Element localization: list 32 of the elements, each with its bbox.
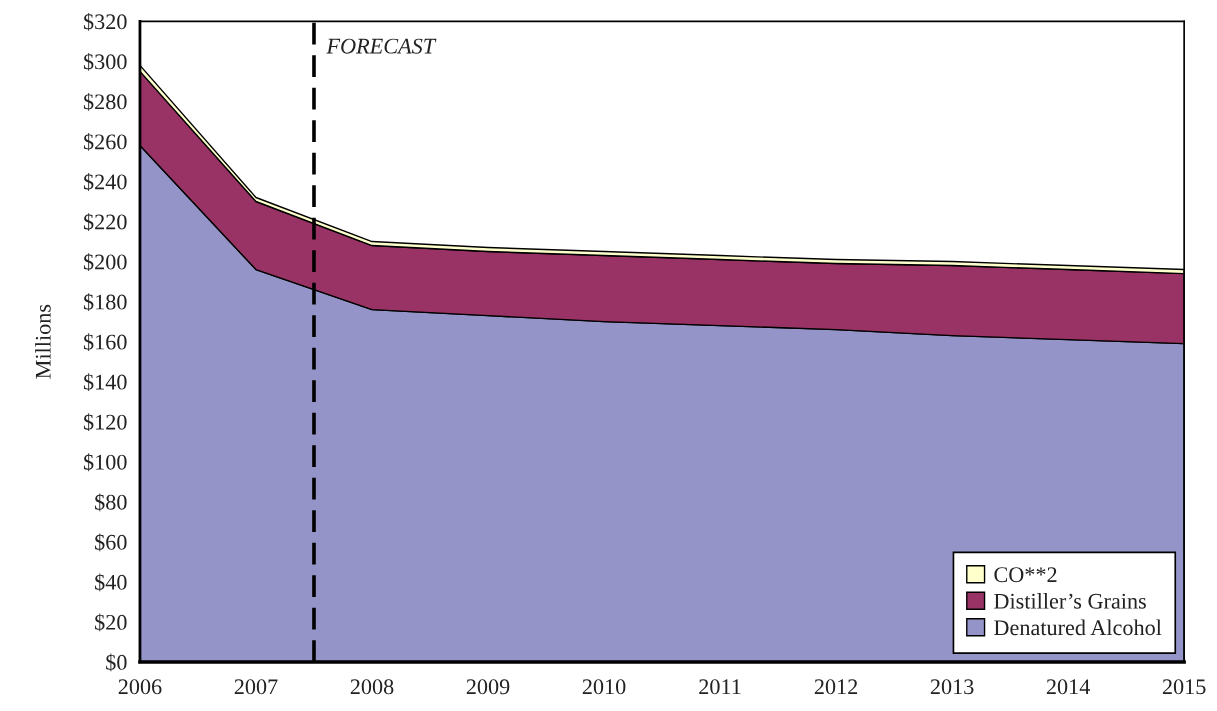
y-tick-label: $300 bbox=[83, 52, 127, 71]
x-tick-label: 2012 bbox=[814, 679, 858, 695]
y-tick-label: $160 bbox=[83, 333, 127, 352]
x-tick-label: 2011 bbox=[699, 679, 741, 695]
x-tick-label: 2013 bbox=[930, 679, 974, 695]
x-tick-label: 2007 bbox=[234, 679, 278, 695]
y-axis-title: Millions bbox=[35, 304, 51, 379]
legend-label: Denatured Alcohol bbox=[994, 619, 1162, 636]
y-tick-label: $80 bbox=[95, 493, 127, 512]
legend-label: Distiller’s Grains bbox=[994, 593, 1146, 609]
y-tick-label: $40 bbox=[95, 573, 127, 592]
y-tick-label: $200 bbox=[83, 253, 127, 271]
y-tick-label: $180 bbox=[83, 293, 127, 311]
y-tick-label: $280 bbox=[83, 93, 127, 111]
y-tick-label: $320 bbox=[83, 12, 127, 31]
y-tick-label: $240 bbox=[83, 173, 127, 191]
y-tick-label: $100 bbox=[83, 453, 127, 472]
y-tick-label: $260 bbox=[83, 133, 127, 151]
x-tick-label: 2010 bbox=[582, 679, 626, 695]
y-tick-label: $140 bbox=[83, 373, 127, 392]
x-tick-label: 2009 bbox=[466, 679, 510, 695]
x-tick-label: 2008 bbox=[350, 679, 394, 695]
legend-label: CO**2 bbox=[994, 567, 1057, 583]
ref-line-label: FORECAST bbox=[326, 38, 437, 54]
x-tick-label: 2014 bbox=[1046, 679, 1090, 695]
y-tick-label: $0 bbox=[106, 653, 127, 672]
y-tick-label: $20 bbox=[95, 613, 127, 632]
x-tick-label: 2006 bbox=[118, 679, 162, 695]
y-tick-label: $220 bbox=[83, 213, 127, 231]
y-tick-label: $60 bbox=[95, 533, 127, 552]
x-tick-label: 2015 bbox=[1162, 679, 1206, 695]
y-tick-label: $120 bbox=[83, 413, 127, 432]
